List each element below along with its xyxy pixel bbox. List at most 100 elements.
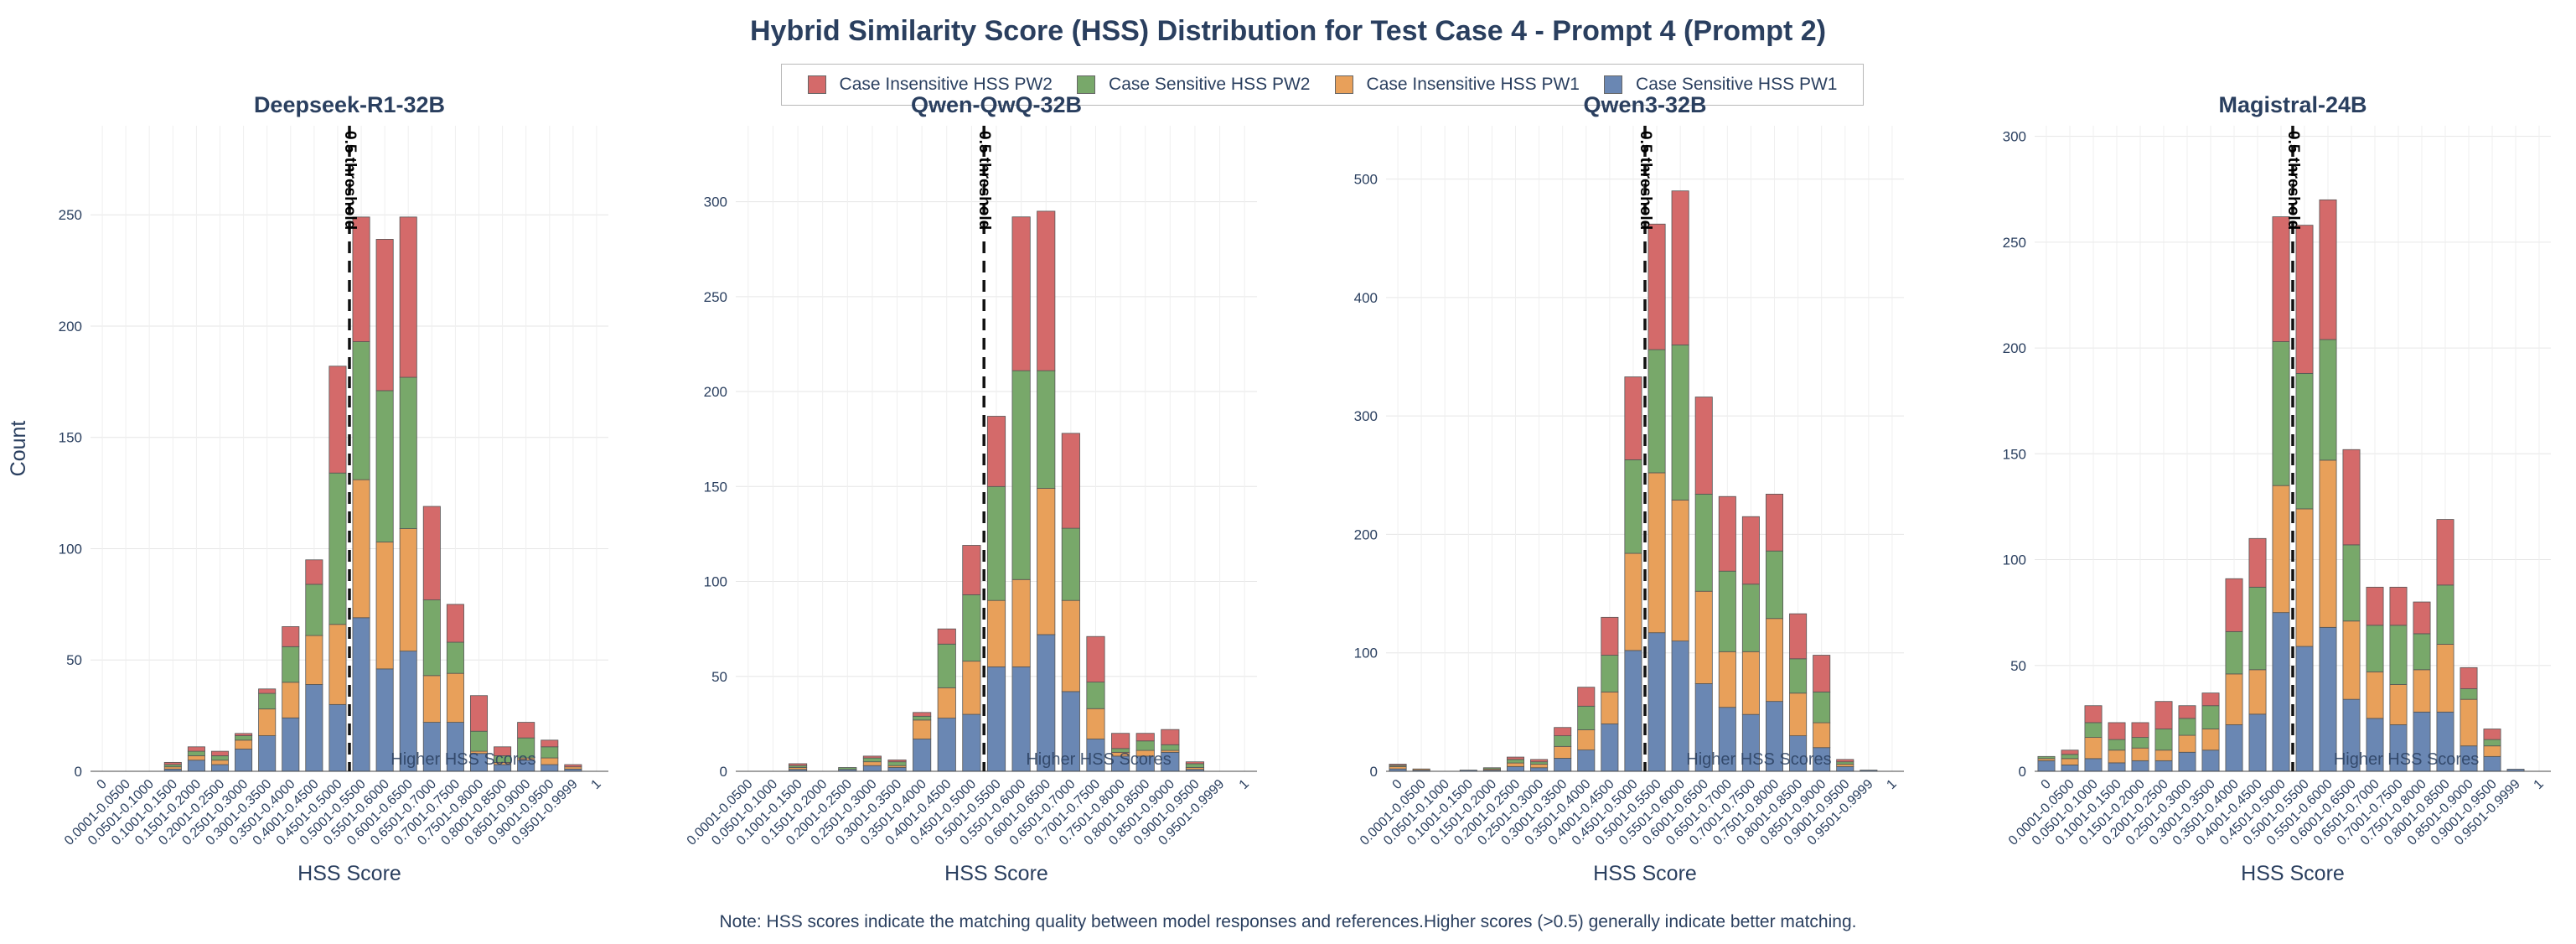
bar-segment[interactable] xyxy=(2084,705,2103,724)
bar-segment[interactable] xyxy=(1061,527,1080,601)
bar-segment[interactable] xyxy=(282,646,300,683)
bar-segment[interactable] xyxy=(2436,584,2454,645)
bar-segment[interactable] xyxy=(1718,570,1736,652)
bar-segment[interactable] xyxy=(2131,737,2149,749)
bar-segment[interactable] xyxy=(1061,599,1080,692)
bar-segment[interactable] xyxy=(1577,687,1596,707)
bar-segment[interactable] xyxy=(541,757,559,765)
bar-segment[interactable] xyxy=(1482,767,1501,770)
bar-segment[interactable] xyxy=(352,341,370,480)
bar-segment[interactable] xyxy=(937,643,956,688)
bar-segment[interactable] xyxy=(2108,762,2126,772)
bar-segment[interactable] xyxy=(887,767,907,772)
bar-segment[interactable] xyxy=(1813,722,1831,749)
bar-segment[interactable] xyxy=(1086,708,1105,739)
bar-segment[interactable] xyxy=(422,599,441,677)
bar-segment[interactable] xyxy=(1789,658,1808,694)
bar-segment[interactable] xyxy=(1813,691,1831,724)
bar-segment[interactable] xyxy=(937,628,956,645)
bar-segment[interactable] xyxy=(986,667,1006,772)
bar-segment[interactable] xyxy=(1648,223,1666,350)
bar-segment[interactable] xyxy=(2178,734,2196,753)
bar-segment[interactable] xyxy=(469,695,489,732)
bar-segment[interactable] xyxy=(1601,724,1619,772)
bar-segment[interactable] xyxy=(2248,537,2267,588)
bar-segment[interactable] xyxy=(2061,749,2079,755)
bar-segment[interactable] xyxy=(1389,765,1407,770)
bar-segment[interactable] xyxy=(1037,370,1056,489)
bar-segment[interactable] xyxy=(1530,767,1549,772)
bar-segment[interactable] xyxy=(517,722,535,739)
bar-segment[interactable] xyxy=(2483,755,2501,772)
bar-segment[interactable] xyxy=(2201,705,2220,729)
bar-segment[interactable] xyxy=(328,366,347,474)
bar-segment[interactable] xyxy=(1624,376,1642,460)
legend-item[interactable]: Case Sensitive HSS PW2 xyxy=(1077,75,1310,95)
bar-segment[interactable] xyxy=(258,692,277,710)
bar-segment[interactable] xyxy=(258,708,277,736)
bar-segment[interactable] xyxy=(937,687,956,718)
bar-segment[interactable] xyxy=(1601,616,1619,656)
bar-segment[interactable] xyxy=(1506,765,1525,772)
bar-segment[interactable] xyxy=(1718,495,1736,572)
bar-segment[interactable] xyxy=(328,703,347,772)
bar-segment[interactable] xyxy=(2108,739,2126,751)
bar-segment[interactable] xyxy=(2225,578,2243,632)
bar-segment[interactable] xyxy=(2366,625,2384,672)
bar-segment[interactable] xyxy=(1135,740,1155,751)
bar-segment[interactable] xyxy=(962,594,981,662)
bar-segment[interactable] xyxy=(446,604,464,643)
bar-segment[interactable] xyxy=(1836,761,1854,765)
bar-segment[interactable] xyxy=(210,764,230,772)
bar-segment[interactable] xyxy=(962,661,981,715)
bar-segment[interactable] xyxy=(1789,613,1808,660)
bar-segment[interactable] xyxy=(2201,729,2220,751)
bar-segment[interactable] xyxy=(1836,759,1854,763)
bar-segment[interactable] xyxy=(1161,729,1180,745)
bar-segment[interactable] xyxy=(187,760,205,772)
bar-segment[interactable] xyxy=(2460,698,2478,747)
bar-segment[interactable] xyxy=(210,760,230,765)
bar-segment[interactable] xyxy=(446,672,464,723)
bar-segment[interactable] xyxy=(1741,584,1760,652)
bar-segment[interactable] xyxy=(1554,745,1572,759)
bar-segment[interactable] xyxy=(1671,500,1689,641)
bar-segment[interactable] xyxy=(2319,339,2337,461)
bar-segment[interactable] xyxy=(1412,768,1430,770)
bar-segment[interactable] xyxy=(2178,718,2196,736)
bar-segment[interactable] xyxy=(2413,633,2431,671)
bar-segment[interactable] xyxy=(2037,760,2056,772)
bar-segment[interactable] xyxy=(1577,729,1596,750)
bar-segment[interactable] xyxy=(2037,755,2056,760)
bar-segment[interactable] xyxy=(1694,590,1713,684)
bar-segment[interactable] xyxy=(2225,630,2243,675)
bar-segment[interactable] xyxy=(2061,754,2079,760)
bar-segment[interactable] xyxy=(913,715,932,721)
bar-segment[interactable] xyxy=(163,761,182,765)
bar-segment[interactable] xyxy=(375,239,394,392)
bar-segment[interactable] xyxy=(375,390,394,542)
bar-segment[interactable] xyxy=(862,761,882,766)
bar-segment[interactable] xyxy=(2389,684,2408,725)
bar-segment[interactable] xyxy=(1037,488,1056,635)
bar-segment[interactable] xyxy=(2413,601,2431,635)
bar-segment[interactable] xyxy=(887,760,907,763)
bar-segment[interactable] xyxy=(1765,618,1784,703)
bar-segment[interactable] xyxy=(2201,692,2220,707)
bar-segment[interactable] xyxy=(2248,586,2267,671)
bar-segment[interactable] xyxy=(913,739,932,772)
bar-segment[interactable] xyxy=(1506,756,1525,760)
bar-segment[interactable] xyxy=(1037,210,1056,371)
bar-segment[interactable] xyxy=(187,746,205,752)
bar-segment[interactable] xyxy=(2319,459,2337,628)
bar-segment[interactable] xyxy=(422,506,441,600)
bar-segment[interactable] xyxy=(913,712,932,717)
bar-segment[interactable] xyxy=(1648,349,1666,474)
bar-segment[interactable] xyxy=(2366,671,2384,719)
bar-segment[interactable] xyxy=(913,719,932,739)
bar-segment[interactable] xyxy=(2131,760,2149,772)
bar-segment[interactable] xyxy=(1577,749,1596,772)
bar-segment[interactable] xyxy=(1086,635,1105,682)
bar-segment[interactable] xyxy=(2178,705,2196,719)
bar-segment[interactable] xyxy=(1789,692,1808,737)
